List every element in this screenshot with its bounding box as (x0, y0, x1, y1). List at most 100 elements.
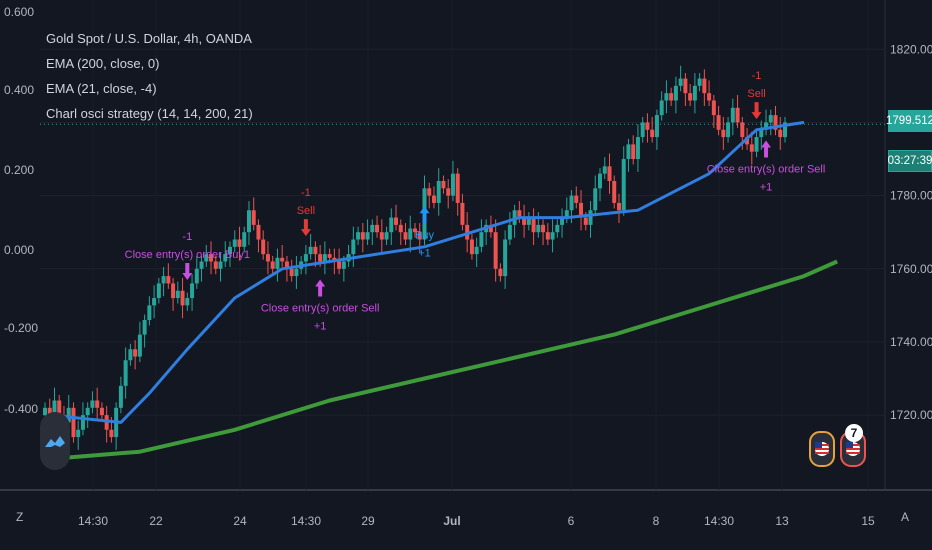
candle-body (161, 276, 166, 284)
candle-body (261, 239, 266, 255)
signal-qty: -1 (301, 187, 311, 199)
signal-label: Buy (415, 229, 434, 241)
candle-body (351, 239, 356, 255)
candle-body (783, 122, 787, 138)
candle-body (237, 239, 242, 247)
signal-qty: +1 (418, 247, 431, 259)
ema200-line (49, 259, 839, 461)
candle-body (337, 261, 342, 269)
signal-label: Close entry(s) order Buy1 (125, 249, 250, 261)
candle-body (341, 261, 346, 269)
candle-body (517, 210, 522, 218)
candle-body (128, 349, 133, 361)
candle-body (711, 100, 716, 116)
candle-body (745, 137, 750, 145)
last-price-tag: 1799.512 (886, 110, 932, 132)
candle-body (479, 232, 484, 247)
candle-body (569, 195, 574, 211)
signal-arrow-up (315, 279, 326, 297)
time-tick-label: 8 (653, 514, 660, 528)
candle-body (147, 305, 152, 320)
tradingview-logo[interactable] (40, 412, 70, 470)
oscillator-tick-label: -0.200 (4, 321, 38, 335)
candle-body (43, 407, 47, 416)
candle-body (735, 107, 740, 123)
candle-body (754, 137, 759, 152)
candle-body (417, 232, 422, 240)
candle-body (503, 239, 508, 277)
candle-body (598, 173, 602, 189)
candle-body (95, 400, 100, 408)
signal-arrow-up (419, 206, 430, 224)
candle-body (218, 261, 223, 269)
candle-body (232, 239, 237, 247)
candle-body (379, 232, 384, 240)
candle-body (166, 276, 171, 284)
candle-body (707, 93, 712, 101)
oscillator-tick-label: 0.400 (4, 83, 34, 97)
signal-label: Sell (747, 88, 765, 100)
price-tick-label: 1780.000 (890, 189, 932, 203)
candle-body (284, 261, 289, 269)
candle-body (375, 224, 380, 233)
oscillator-tick-label: 0.000 (4, 243, 34, 257)
candle-body (137, 334, 142, 357)
candle-body (616, 202, 621, 211)
candle-body (123, 360, 128, 386)
oscillator-tick-label: 0.200 (4, 163, 34, 177)
candle-body (560, 217, 565, 225)
candle-body (204, 254, 209, 262)
candle-body (612, 180, 617, 203)
legend-strategy[interactable]: Charl osci strategy (14, 14, 200, 21) (46, 106, 253, 121)
candle-body (555, 224, 560, 233)
candle-body (356, 232, 361, 240)
candle-body (683, 78, 688, 94)
candle-body (673, 85, 678, 101)
candle-body (583, 217, 588, 225)
candle-body (90, 400, 95, 408)
candle-body (650, 129, 655, 138)
signal-qty: +1 (760, 181, 773, 193)
candle-body (716, 115, 721, 130)
signal-arrow-down (751, 102, 762, 120)
candle-body (664, 93, 669, 101)
candle-body (778, 129, 783, 138)
candle-body (692, 85, 697, 101)
candle-body (631, 144, 636, 160)
auto-scale-left-button[interactable]: Z (16, 510, 24, 524)
candle-body (265, 254, 270, 262)
candle-body (76, 429, 81, 438)
signal-arrow-down (300, 219, 311, 237)
candle-body (441, 180, 446, 189)
candle-body (621, 159, 626, 211)
price-tick-label: 1740.000 (890, 335, 932, 349)
candle-body (389, 217, 394, 233)
candle-body (256, 224, 261, 240)
time-tick-label: 24 (233, 514, 247, 528)
us-flag-icon[interactable] (809, 431, 835, 467)
candle-body (275, 257, 280, 269)
symbol-title[interactable]: Gold Spot / U.S. Dollar, 4h, OANDA (46, 31, 252, 46)
auto-scale-right-button[interactable]: A (901, 510, 910, 524)
signal-qty: -1 (182, 231, 192, 243)
candle-body (199, 261, 204, 269)
legend-ema200[interactable]: EMA (200, close, 0) (46, 56, 160, 71)
legend-ema21[interactable]: EMA (21, close, -4) (46, 81, 157, 96)
signal-arrow-down (182, 263, 193, 281)
candle-body (579, 202, 584, 218)
candle-body (522, 217, 527, 225)
candle-body (749, 144, 754, 152)
candle-body (688, 93, 693, 101)
candle-body (669, 93, 674, 101)
candle-body (436, 180, 441, 203)
candle-body (194, 268, 199, 284)
candle-body (450, 173, 455, 196)
candle-body (413, 228, 417, 233)
axis-labels: 1720.0001740.0001760.0001780.0001800.000… (4, 5, 932, 528)
time-tick-label: 13 (775, 514, 789, 528)
candle-body (246, 210, 251, 233)
chart-legend: Gold Spot / U.S. Dollar, 4h, OANDA EMA (… (46, 26, 253, 126)
candle-body (764, 122, 769, 130)
candle-body (142, 320, 147, 335)
